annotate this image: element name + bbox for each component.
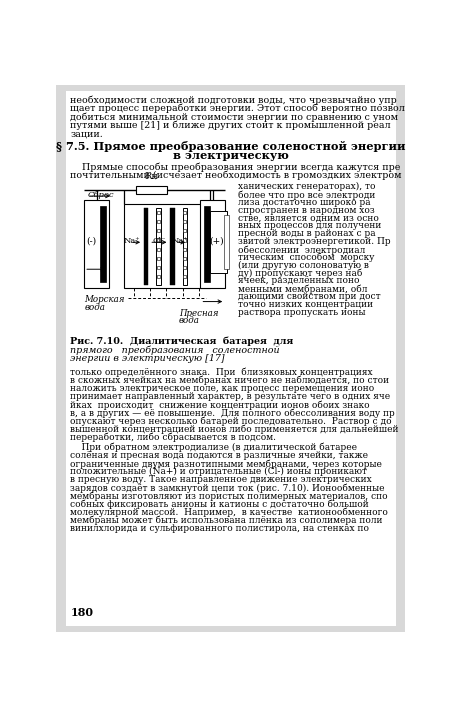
Text: дающими свойством при дост: дающими свойством при дост [238,293,381,301]
Bar [157,220,160,223]
Text: стве, является одним из осно: стве, является одним из осно [238,214,379,223]
Text: опускают через несколько батарей последовательно.  Раствор с до: опускают через несколько батарей последо… [70,416,392,426]
Bar [84,200,109,288]
Text: мембраны изготовляют из пористых полимерных материалов, спо: мембраны изготовляют из пористых полимер… [70,491,388,501]
Text: ограниченные двумя разнотипными мембранами, через которые: ограниченные двумя разнотипными мембрана… [70,459,382,469]
Text: 180: 180 [70,607,93,618]
Bar [183,220,186,223]
Text: молекулярной массой.  Например,  в качестве  катионообменного: молекулярной массой. Например, в качеств… [70,508,388,517]
Text: Na⁺: Na⁺ [172,237,189,245]
Text: переработки, либо сбрасывается в подсом.: переработки, либо сбрасывается в подсом. [70,432,276,442]
Bar [183,229,186,232]
Text: положительные (Na+) и отрицательные (Cl-) ионы проникают: положительные (Na+) и отрицательные (Cl-… [70,467,367,476]
Text: спространен в народном хоз: спространен в народном хоз [238,206,375,215]
Bar [200,200,225,288]
Bar [183,266,186,269]
Text: щает процесс переработки энергии. Этот способ вероятно позвол: щает процесс переработки энергии. Этот с… [70,104,405,113]
Bar [210,212,227,273]
Bar [136,186,167,194]
Text: путями выше [21] и ближе других стоит к промышленной реал: путями выше [21] и ближе других стоит к … [70,121,391,130]
Bar [170,207,175,285]
Bar [157,239,160,241]
Text: вода: вода [179,316,199,325]
Text: Прямые способы преобразования энергии всегда кажутся пре: Прямые способы преобразования энергии вс… [70,162,400,172]
Bar [157,248,160,251]
Text: Морская: Морская [84,295,125,305]
Text: мембраны может быть использована плёнка из сополимера поли: мембраны может быть использована плёнка … [70,515,382,525]
Text: зации.: зации. [70,129,103,138]
Bar [157,257,160,260]
Bar [203,206,210,283]
Text: Рис. 7.10.  Диалитическая  батарея  для: Рис. 7.10. Диалитическая батарея для [70,337,293,346]
Text: наложить электрическое поле, как процесс перемещения ионо: наложить электрическое поле, как процесс… [70,384,374,393]
Bar [157,266,160,269]
Text: винилхлорида и сульфированного полистирола, на стенках по: винилхлорида и сульфированного полистиро… [70,524,369,532]
Text: собных фиксировать анионы и катионы с достаточно большой: собных фиксировать анионы и катионы с до… [70,499,369,509]
Text: звитой электроэнергетикой. Пр: звитой электроэнергетикой. Пр [238,237,391,246]
Text: Cl⁻: Cl⁻ [153,237,166,245]
Text: солёная и пресная вода подаются в различные ячейки, также: солёная и пресная вода подаются в различ… [70,451,368,460]
Text: (+): (+) [209,236,224,246]
Text: зарядов создаёт в замкнутой цепи ток (рис. 7.10). Ионообменные: зарядов создаёт в замкнутой цепи ток (ри… [70,484,385,493]
Bar [156,207,161,285]
Text: прямого   преобразования   соленостной: прямого преобразования соленостной [70,346,280,355]
Bar [183,275,186,278]
Text: (или другую солоноватую в: (или другую солоноватую в [238,261,369,270]
Text: Na⁺: Na⁺ [124,237,140,245]
Bar [99,206,106,283]
Bar [183,239,186,241]
Text: энергии в электрическую [17]: энергии в электрическую [17] [70,354,225,363]
Text: только определённого знака.  При  близяковых концентрациях: только определённого знака. При близяков… [70,368,373,377]
Bar [125,204,210,288]
Text: тическим  способом  морску: тическим способом морску [238,253,375,263]
Text: точно низких концентрации: точно низких концентрации [238,300,374,309]
Text: Сброс: Сброс [87,192,114,200]
Bar [183,207,187,285]
Text: ду) пропускают через наб: ду) пропускают через наб [238,268,363,278]
Bar [157,275,160,278]
Text: в, а в других — её повышение.  Для полного обессоливания воду пр: в, а в других — её повышение. Для полног… [70,408,395,417]
Text: в пресную воду. Такое направленное движение электрических: в пресную воду. Такое направленное движе… [70,475,372,484]
Bar [225,215,229,269]
Text: обессолении  электродиал: обессолении электродиал [238,245,365,255]
Text: необходимости сложной подготовки воды, что чрезвычайно упр: необходимости сложной подготовки воды, ч… [70,95,397,104]
Text: в скожных ячейках на мембранах ничего не наблюдается, по стои: в скожных ячейках на мембранах ничего не… [70,376,389,386]
Bar [183,248,186,251]
Text: более что про все электроди: более что про все электроди [238,190,376,200]
Text: принимает направленный характер, в результате чего в одних яче: принимает направленный характер, в резул… [70,392,390,401]
Text: вышенной концентрацией ионов либо применяется для дальнейшей: вышенной концентрацией ионов либо примен… [70,425,399,434]
Text: Rн: Rн [144,172,158,180]
Text: добиться минимальной стоимости энергии по сравнению с уном: добиться минимальной стоимости энергии п… [70,112,398,121]
Text: йках  происходит  снижение концентрации ионов обоих знако: йках происходит снижение концентрации ио… [70,400,370,410]
Text: менными мембранами, обл: менными мембранами, обл [238,284,368,294]
Text: раствора пропускать ионы: раствора пропускать ионы [238,308,366,317]
Text: вода: вода [84,303,105,312]
Text: вных процессов для получени: вных процессов для получени [238,222,382,231]
Text: ханических генераторах), то: ханических генераторах), то [238,182,376,191]
Bar [183,257,186,260]
Bar [157,229,160,232]
Bar [144,207,148,285]
Text: почтительными (исчезает необходимость в громоздких электром: почтительными (исчезает необходимость в … [70,170,402,180]
Text: При обратном электродиализе (в диалитической батарее: При обратном электродиализе (в диалитиче… [70,443,357,452]
Text: ячеек, разделённых поно: ячеек, разделённых поно [238,276,360,285]
Bar [183,211,186,214]
Bar [157,211,160,214]
Text: лиза достаточно широко ра: лиза достаточно широко ра [238,198,371,207]
Text: Пресная: Пресная [179,309,218,317]
Text: (-): (-) [86,236,97,246]
Text: в электрическую: в электрическую [173,150,288,161]
Text: пресной воды в районах с ра: пресной воды в районах с ра [238,229,376,239]
Text: § 7.5. Прямое преобразование соленостной энергии: § 7.5. Прямое преобразование соленостной… [56,141,405,152]
